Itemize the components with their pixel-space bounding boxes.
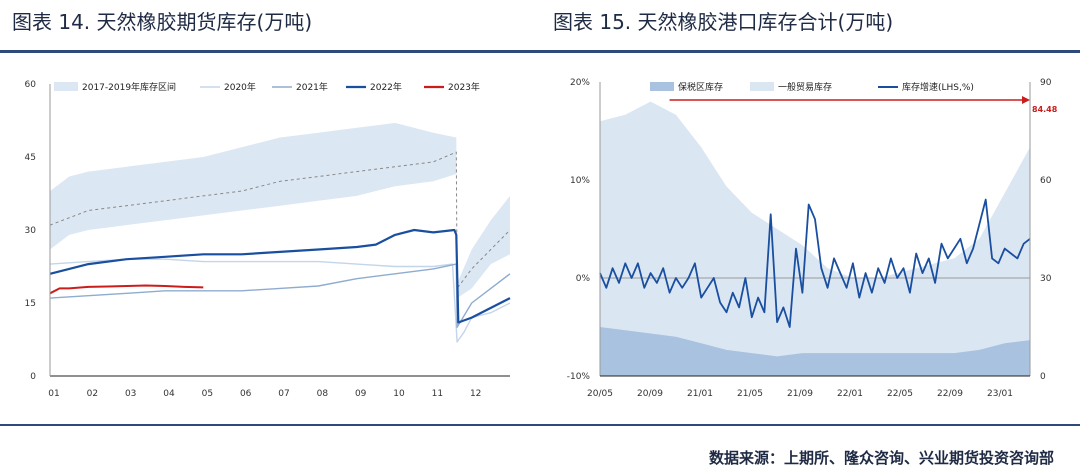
- right-figure-title: 图表 15. 天然橡胶港口库存合计(万吨): [553, 10, 894, 34]
- y-tick-label: 15: [25, 299, 36, 309]
- series-line-0: [49, 151, 511, 289]
- y-left-tick-label: 10%: [570, 176, 590, 186]
- legend-label: 保税区库存: [678, 81, 723, 93]
- annotation-arrow-head: [1022, 96, 1030, 105]
- area-general-trade-stock: [600, 101, 1030, 376]
- right-chart: -10% 0% 10% 20% 0 30 60 90 20/05 20/09 21/01 21/05 2…: [567, 78, 1058, 399]
- legend-swatch-area: [650, 82, 674, 91]
- y-right-tick-label: 30: [1040, 274, 1052, 284]
- x-tick-label: 08: [317, 389, 329, 399]
- y-tick-label: 60: [25, 80, 37, 90]
- series-line-2: [49, 263, 511, 328]
- legend-label: 2023年: [448, 81, 480, 93]
- x-tick-label: 21/01: [687, 389, 713, 399]
- x-tick-label: 21/05: [737, 389, 763, 399]
- x-tick-label: 03: [125, 389, 136, 399]
- annotation-label: 84.48: [1032, 105, 1058, 114]
- y-left-tick-label: 20%: [570, 78, 590, 88]
- x-tick-label: 22/01: [837, 389, 863, 399]
- series-line-3: [49, 228, 511, 324]
- x-tick-label: 23/01: [987, 389, 1013, 399]
- series-line-1: [49, 258, 511, 343]
- y-right-tick-label: 60: [1040, 176, 1052, 186]
- y-left-tick-label: 0%: [576, 274, 591, 284]
- left-chart: 0 15 30 45 60 01 02 03 04 05 06 07 08 09 10 11 12 2017-20…: [25, 80, 511, 399]
- x-tick-label: 05: [202, 389, 213, 399]
- series-line-4: [49, 284, 204, 295]
- x-tick-label: 02: [87, 389, 98, 399]
- bottom-rule: [0, 424, 1080, 426]
- series-line-growth: [599, 198, 1031, 328]
- legend-swatch-band: [54, 82, 78, 91]
- x-tick-label: 20/05: [587, 389, 613, 399]
- range-band-2017-2019: [50, 122, 510, 299]
- x-tick-label: 12: [470, 389, 481, 399]
- legend-label: 一般贸易库存: [778, 81, 832, 93]
- x-tick-label: 01: [48, 389, 59, 399]
- source-note: 数据来源：上期所、隆众咨询、兴业期货投资咨询部: [708, 449, 1054, 467]
- left-figure-title: 图表 14. 天然橡胶期货库存(万吨): [12, 10, 313, 34]
- y-right-tick-label: 0: [1040, 372, 1046, 382]
- y-right-tick-label: 90: [1040, 78, 1052, 88]
- x-tick-label: 04: [163, 389, 175, 399]
- x-tick-label: 11: [432, 389, 443, 399]
- legend-label: 库存增速(LHS,%): [902, 81, 974, 93]
- area-bonded-stock: [600, 327, 1030, 376]
- legend-label: 2017-2019年库存区间: [82, 81, 176, 93]
- x-tick-label: 22/09: [937, 389, 963, 399]
- y-tick-label: 0: [30, 372, 36, 382]
- x-tick-label: 10: [393, 389, 405, 399]
- x-tick-label: 09: [355, 389, 367, 399]
- x-tick-label: 06: [240, 389, 252, 399]
- y-left-tick-label: -10%: [567, 372, 591, 382]
- x-tick-label: 07: [278, 389, 289, 399]
- x-tick-label: 20/09: [637, 389, 663, 399]
- x-tick-label: 22/05: [887, 389, 913, 399]
- top-rule: [0, 50, 1080, 53]
- x-tick-label: 21/09: [787, 389, 813, 399]
- y-tick-label: 45: [25, 153, 36, 163]
- legend-label: 2020年: [224, 81, 256, 93]
- y-tick-label: 30: [25, 226, 37, 236]
- legend-swatch-area: [750, 82, 774, 91]
- legend-label: 2021年: [296, 81, 328, 93]
- legend-label: 2022年: [370, 81, 402, 93]
